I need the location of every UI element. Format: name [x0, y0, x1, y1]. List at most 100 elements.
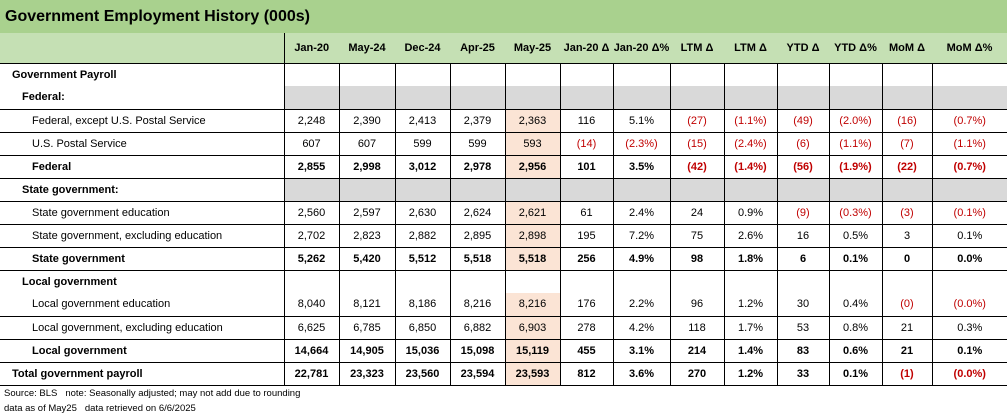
shaded-cell: [829, 178, 883, 202]
empty-cell: [724, 270, 778, 293]
value-cell: 24: [670, 201, 725, 225]
value-cell: 3.1%: [613, 339, 671, 363]
value-cell: (2.4%): [724, 132, 778, 156]
empty-cell: [284, 63, 340, 86]
shaded-cell: [724, 86, 778, 110]
value-cell: 118: [670, 316, 725, 340]
value-cell: 1.2%: [724, 293, 778, 317]
value-cell: 2,998: [339, 155, 396, 179]
value-cell: 599: [450, 132, 506, 156]
value-cell: 3.6%: [613, 362, 671, 386]
value-cell: 176: [560, 293, 614, 317]
empty-cell: [339, 270, 396, 293]
value-cell: 2,895: [450, 224, 506, 248]
value-cell: (1): [882, 362, 933, 386]
empty-cell: [882, 270, 933, 293]
retrieved-note: data retrieved on 6/6/2025: [84, 402, 196, 414]
value-cell: 2,978: [450, 155, 506, 179]
row-label: State government education: [0, 201, 285, 225]
value-cell: 2,390: [339, 109, 396, 133]
value-cell: (9): [777, 201, 830, 225]
source-note: Source: BLS: [4, 387, 58, 399]
table-row: Federal:: [0, 86, 1007, 110]
shaded-cell: [882, 86, 933, 110]
page-title: Government Employment History (000s): [5, 7, 310, 25]
empty-cell: [450, 270, 506, 293]
column-header: Jan-20 Δ%: [613, 33, 670, 64]
empty-cell: [613, 270, 671, 293]
value-cell: 22,781: [284, 362, 340, 386]
shaded-cell: [613, 178, 671, 202]
empty-cell: [882, 63, 933, 86]
row-label: State government, excluding education: [0, 224, 285, 248]
value-cell: (1.1%): [829, 132, 883, 156]
value-cell: 5,518: [450, 247, 506, 271]
table-body: Government Payroll Federal: Federal, excep…: [0, 63, 1007, 386]
value-cell: 2,702: [284, 224, 340, 248]
value-cell: (2.3%): [613, 132, 671, 156]
value-cell: 6,625: [284, 316, 340, 340]
shaded-cell: [560, 178, 614, 202]
shaded-cell: [932, 86, 1007, 110]
column-header: Jan-20: [284, 33, 339, 64]
value-cell: 270: [670, 362, 725, 386]
value-cell: 15,098: [450, 339, 506, 363]
empty-cell: [829, 270, 883, 293]
value-cell: (1.1%): [724, 109, 778, 133]
value-cell: 0.8%: [829, 316, 883, 340]
value-cell: 98: [670, 247, 725, 271]
column-header: LTM Δ: [670, 33, 724, 64]
value-cell: 23,560: [395, 362, 451, 386]
column-header-row: Jan-20 May-24 Dec-24 Apr-25 May-25 Jan-2…: [0, 33, 1007, 64]
employment-table: Jan-20 May-24 Dec-24 Apr-25 May-25 Jan-2…: [0, 33, 1007, 386]
shaded-cell: [613, 86, 671, 110]
value-cell: 2.2%: [613, 293, 671, 317]
footer-line-2: data as of May25 data retrieved on 6/6/20…: [4, 401, 1007, 416]
table-row: Local government: [0, 270, 1007, 293]
value-cell: 116: [560, 109, 614, 133]
shaded-cell: [450, 178, 506, 202]
value-cell: (0.3%): [829, 201, 883, 225]
value-cell: 2.4%: [613, 201, 671, 225]
value-cell: 1.8%: [724, 247, 778, 271]
value-cell: 0.1%: [829, 247, 883, 271]
shaded-cell: [670, 178, 725, 202]
column-header: YTD Δ%: [829, 33, 882, 64]
value-cell: 5,518: [505, 247, 561, 271]
empty-cell: [450, 63, 506, 86]
table-row: Local government, excluding education 6,6…: [0, 316, 1007, 340]
row-label: Total government payroll: [0, 362, 285, 386]
column-header: LTM Δ: [724, 33, 777, 64]
value-cell: (49): [777, 109, 830, 133]
value-cell: 5,420: [339, 247, 396, 271]
shaded-cell: [395, 178, 451, 202]
value-cell: 2,898: [505, 224, 561, 248]
row-label: Federal: [0, 155, 285, 179]
value-cell: 15,119: [505, 339, 561, 363]
empty-cell: [395, 270, 451, 293]
empty-cell: [395, 63, 451, 86]
table-row: State government:: [0, 178, 1007, 202]
value-cell: (2.0%): [829, 109, 883, 133]
value-cell: 23,323: [339, 362, 396, 386]
empty-cell: [560, 270, 614, 293]
shaded-cell: [932, 178, 1007, 202]
value-cell: (0.1%): [932, 201, 1007, 225]
value-cell: (16): [882, 109, 933, 133]
row-label: Federal, except U.S. Postal Service: [0, 109, 285, 133]
value-cell: 8,216: [450, 293, 506, 317]
row-label: U.S. Postal Service: [0, 132, 285, 156]
value-cell: (0.0%): [932, 293, 1007, 317]
row-label: Local government: [0, 339, 285, 363]
row-label: State government:: [0, 178, 285, 202]
value-cell: 2,882: [395, 224, 451, 248]
column-header: MoM Δ: [882, 33, 932, 64]
empty-cell: [505, 270, 561, 293]
value-cell: (42): [670, 155, 725, 179]
table-row: State government education 2,560 2,597 2,63…: [0, 201, 1007, 225]
value-cell: 2,624: [450, 201, 506, 225]
value-cell: 15,036: [395, 339, 451, 363]
row-label: Government Payroll: [0, 63, 285, 86]
value-cell: 6: [777, 247, 830, 271]
value-cell: 2,956: [505, 155, 561, 179]
